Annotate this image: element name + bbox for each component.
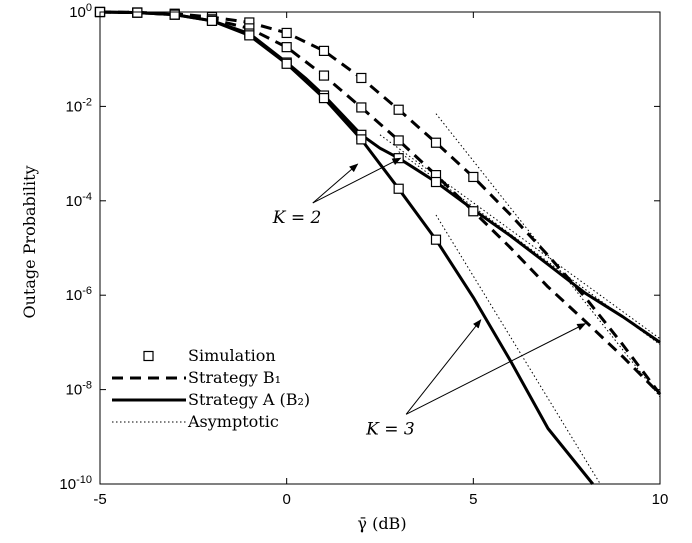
simulation-marker [318,70,330,81]
simulation-marker [318,45,330,56]
legend-label: Simulation [188,346,276,365]
annotations: K = 2 K = 3 [272,157,587,439]
y-tick-label: 10-4 [66,191,92,210]
y-tick-label: 100 [69,2,92,21]
simulation-marker [281,27,292,39]
annotation-arrow [312,157,402,204]
plot-frame [99,11,661,485]
y-tick-label: 10-2 [66,96,92,115]
x-axis-title: γ̄ (dB) [357,514,406,533]
simulation-marker [132,7,143,18]
axes-ticks [99,11,661,485]
series-line-6 [435,214,601,485]
legend-entry: Simulation [143,346,276,365]
simulation-marker [393,183,404,194]
simulation-marker [356,134,367,145]
x-tick-label: -5 [93,491,106,508]
y-tick-label: 10-6 [66,285,92,304]
legend-entry: Asymptotic [112,412,279,431]
annotation-label: K = 3 [365,419,415,439]
simulation-marker [356,102,367,113]
simulation-marker [244,30,255,41]
tick-labels: -5 0 5 10 100 10-2 10-4 10-6 10-8 10-10 [59,2,668,508]
simulation-marker [318,92,330,104]
legend-entry: Strategy A (B₂) [112,390,310,409]
simulation-marker [206,15,218,26]
simulation-marker [393,135,404,146]
legend: Simulation Strategy B₁ Strategy A (B₂) Asym… [112,346,310,431]
x-tick-label: 10 [652,491,669,508]
annotation: K = 2 [272,157,402,228]
simulation-marker [468,206,479,217]
simulation-marker [169,9,180,20]
series-line-4 [99,10,594,485]
simulation-marker [430,137,442,148]
simulation-marker [281,42,292,53]
legend-label: Strategy A (B₂) [188,390,310,409]
legend-swatch [143,350,154,362]
simulation-marker [430,176,442,188]
legend-label: Strategy B₁ [188,368,281,387]
simulation-marker [393,153,404,164]
legend-entry: Strategy B₁ [112,368,281,387]
annotation-arrow [312,163,359,204]
legend-label: Asymptotic [187,412,279,431]
annotation-arrow [405,319,482,415]
plot-series [99,10,662,485]
series-line-7 [379,134,661,340]
annotation: K = 3 [365,319,587,439]
simulation-marker [393,104,404,115]
simulation-marker [468,171,479,183]
simulation-marker [430,234,442,245]
x-tick-label: 5 [469,491,477,508]
series-line-2 [99,10,662,396]
series-line-1 [99,10,662,396]
annotation-arrow [405,323,587,415]
series-line-5 [435,113,661,398]
x-tick-label: 0 [282,491,290,508]
y-tick-label: 10-8 [66,380,92,399]
y-tick-label: 10-10 [59,474,92,493]
simulation-marker [281,58,292,69]
series-line-3 [99,10,661,344]
simulation-marker [356,72,367,84]
y-axis-title: Outage Probability [20,165,39,318]
annotation-label: K = 2 [272,208,322,228]
